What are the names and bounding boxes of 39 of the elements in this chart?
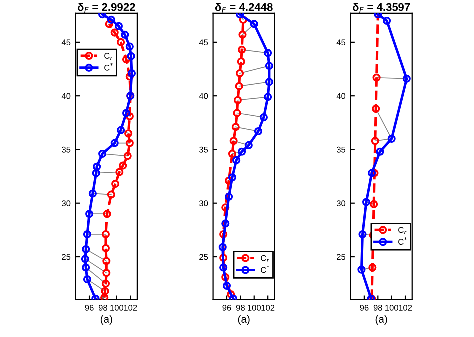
x-tick-label: 102 (262, 305, 275, 311)
legend-label: C$_{r}$ (261, 255, 270, 263)
x-tick-label: 102 (124, 305, 138, 311)
legend-label: C$^{*}$ (104, 63, 114, 71)
y-tick-label: 30 (336, 200, 346, 206)
y-tick-label: 30 (62, 200, 71, 206)
x-axis-title: (a) (376, 315, 388, 326)
x-tick-label: 102 (399, 305, 412, 311)
y-tick-label: 45 (62, 40, 71, 46)
x-tick-label: 96 (360, 305, 369, 311)
x-axis-title: (a) (238, 315, 250, 326)
y-tick-label: 30 (199, 200, 208, 206)
chart-title: δ$_{F}$ = 2.9922 (78, 3, 136, 13)
y-tick-label: 35 (62, 146, 71, 153)
legend-label: C$_{r}$ (398, 227, 407, 234)
x-tick-label: 100 (110, 305, 124, 311)
x-tick-label: 98 (98, 305, 108, 311)
x-tick-label: 96 (85, 305, 94, 311)
x-axis-title: (a) (100, 315, 112, 326)
y-tick-label: 35 (336, 146, 346, 153)
y-tick-label: 35 (199, 146, 208, 153)
y-tick-label: 45 (199, 40, 208, 46)
y-tick-label: 45 (336, 40, 346, 46)
y-tick-label: 25 (200, 254, 208, 260)
x-tick-label: 98 (374, 305, 382, 311)
x-tick-label: 100 (248, 305, 262, 311)
y-tick-label: 40 (199, 93, 208, 100)
y-tick-label: 25 (337, 254, 346, 260)
y-tick-label: 40 (62, 93, 71, 100)
x-tick-label: 98 (236, 305, 245, 311)
legend-label: C$^{*}$ (398, 237, 407, 246)
legend-label: C$_{r}$ (104, 53, 113, 60)
chart-title: δ$_{F}$ = 4.2448 (215, 3, 273, 13)
y-tick-label: 25 (62, 254, 71, 260)
legend-label: C$^{*}$ (261, 266, 270, 274)
chart-title: δ$_{F}$ = 4.3597 (352, 3, 410, 13)
y-tick-label: 40 (336, 93, 346, 100)
x-tick-label: 100 (386, 305, 398, 311)
x-tick-label: 96 (222, 305, 232, 311)
